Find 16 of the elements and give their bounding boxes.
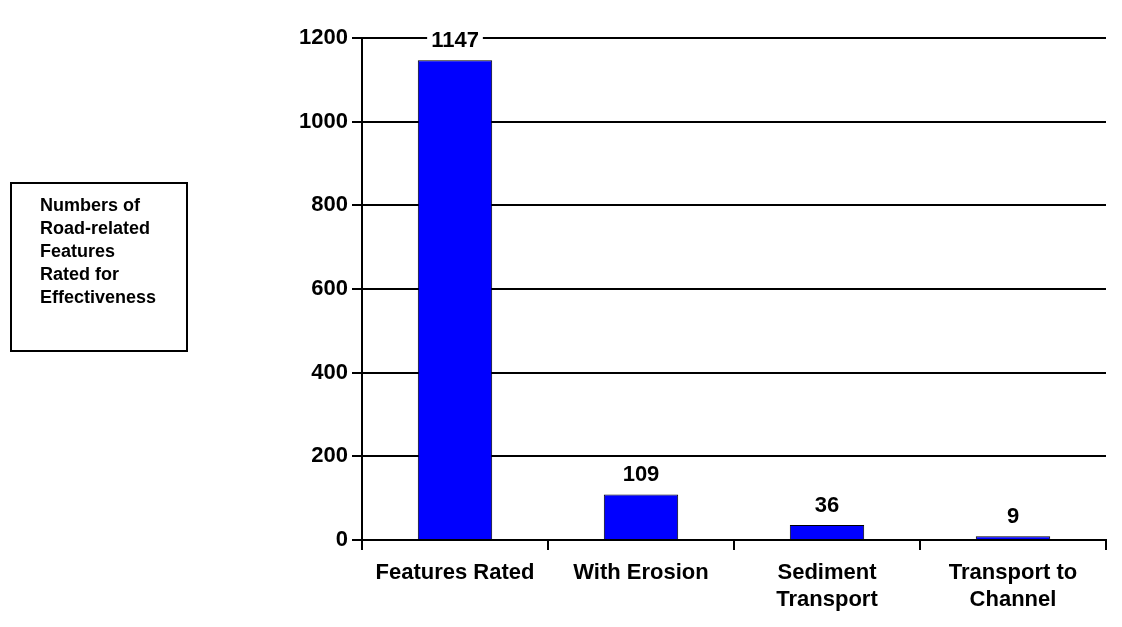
y-tick-label: 200 xyxy=(311,442,348,468)
y-tick-label: 600 xyxy=(311,275,348,301)
x-tick-label: Features Rated xyxy=(375,559,535,585)
y-tick-label: 800 xyxy=(311,191,348,217)
y-tick-label: 0 xyxy=(335,526,348,552)
x-tick-label: With Erosion xyxy=(573,559,709,585)
y-tick-label: 1200 xyxy=(299,24,348,50)
text: Numbers of Road-related Features Rated for Effectiveness xyxy=(40,195,157,307)
data-label: 36 xyxy=(814,492,840,517)
data-label: 9 xyxy=(1006,503,1020,529)
x-tick-label: Transport to Channel xyxy=(948,559,1078,611)
x-tick-label: Sediment Transport xyxy=(776,559,879,611)
y-tick-label: 400 xyxy=(311,358,348,384)
y-tick-label: 1000 xyxy=(299,107,348,133)
data-label: 109 xyxy=(622,461,660,487)
data-label: 1147 xyxy=(431,27,479,53)
